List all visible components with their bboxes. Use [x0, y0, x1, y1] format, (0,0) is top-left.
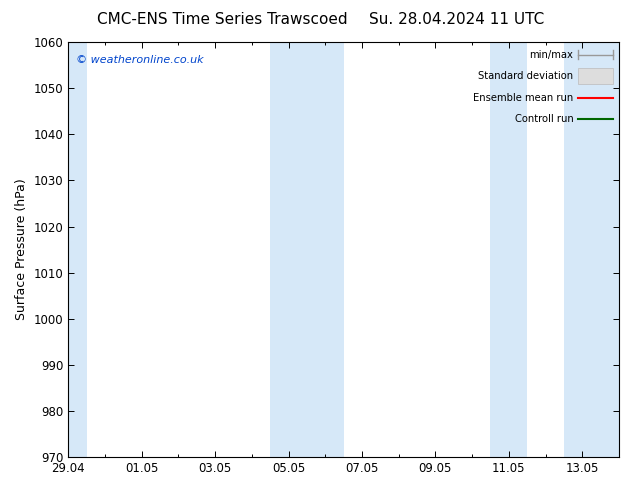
Text: Controll run: Controll run — [515, 114, 573, 124]
Y-axis label: Surface Pressure (hPa): Surface Pressure (hPa) — [15, 179, 28, 320]
Text: © weatheronline.co.uk: © weatheronline.co.uk — [77, 54, 204, 65]
Text: CMC-ENS Time Series Trawscoed: CMC-ENS Time Series Trawscoed — [96, 12, 347, 27]
Bar — [307, 42, 344, 457]
Text: Ensemble mean run: Ensemble mean run — [473, 93, 573, 103]
Bar — [578, 68, 614, 84]
Bar — [491, 42, 527, 457]
Bar — [68, 42, 86, 457]
Bar — [270, 42, 307, 457]
Text: min/max: min/max — [529, 49, 573, 59]
Text: Su. 28.04.2024 11 UTC: Su. 28.04.2024 11 UTC — [369, 12, 544, 27]
Bar — [564, 42, 619, 457]
Text: Standard deviation: Standard deviation — [478, 71, 573, 81]
